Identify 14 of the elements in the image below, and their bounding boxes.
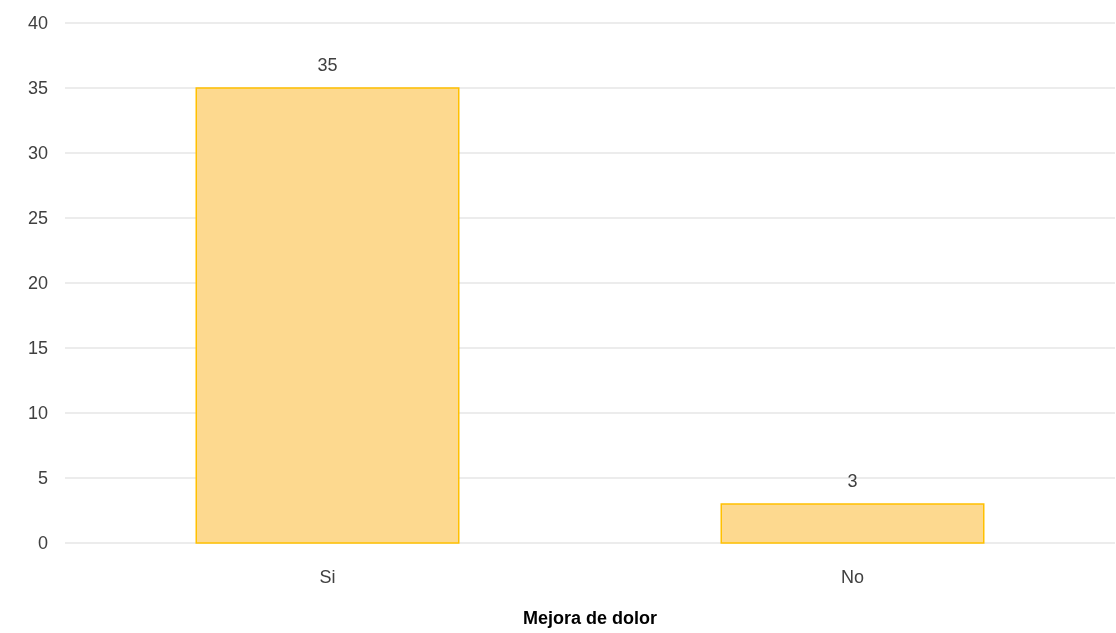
y-tick-label: 15 xyxy=(27,338,48,359)
x-tick-label: Si xyxy=(319,567,336,588)
data-label: 35 xyxy=(317,55,338,75)
y-tick-label: 25 xyxy=(27,208,48,229)
y-tick-label: 10 xyxy=(27,403,48,424)
y-tick-label: 35 xyxy=(27,78,48,99)
x-axis-title: Mejora de dolor xyxy=(522,608,658,629)
y-tick-label: 30 xyxy=(27,143,48,164)
data-label: 3 xyxy=(847,471,858,491)
x-tick-label: No xyxy=(840,567,865,588)
y-tick-label: 40 xyxy=(27,13,48,34)
y-tick-label: 20 xyxy=(27,273,48,294)
y-tick-label: 0 xyxy=(37,533,48,554)
y-tick-label: 5 xyxy=(37,468,48,489)
